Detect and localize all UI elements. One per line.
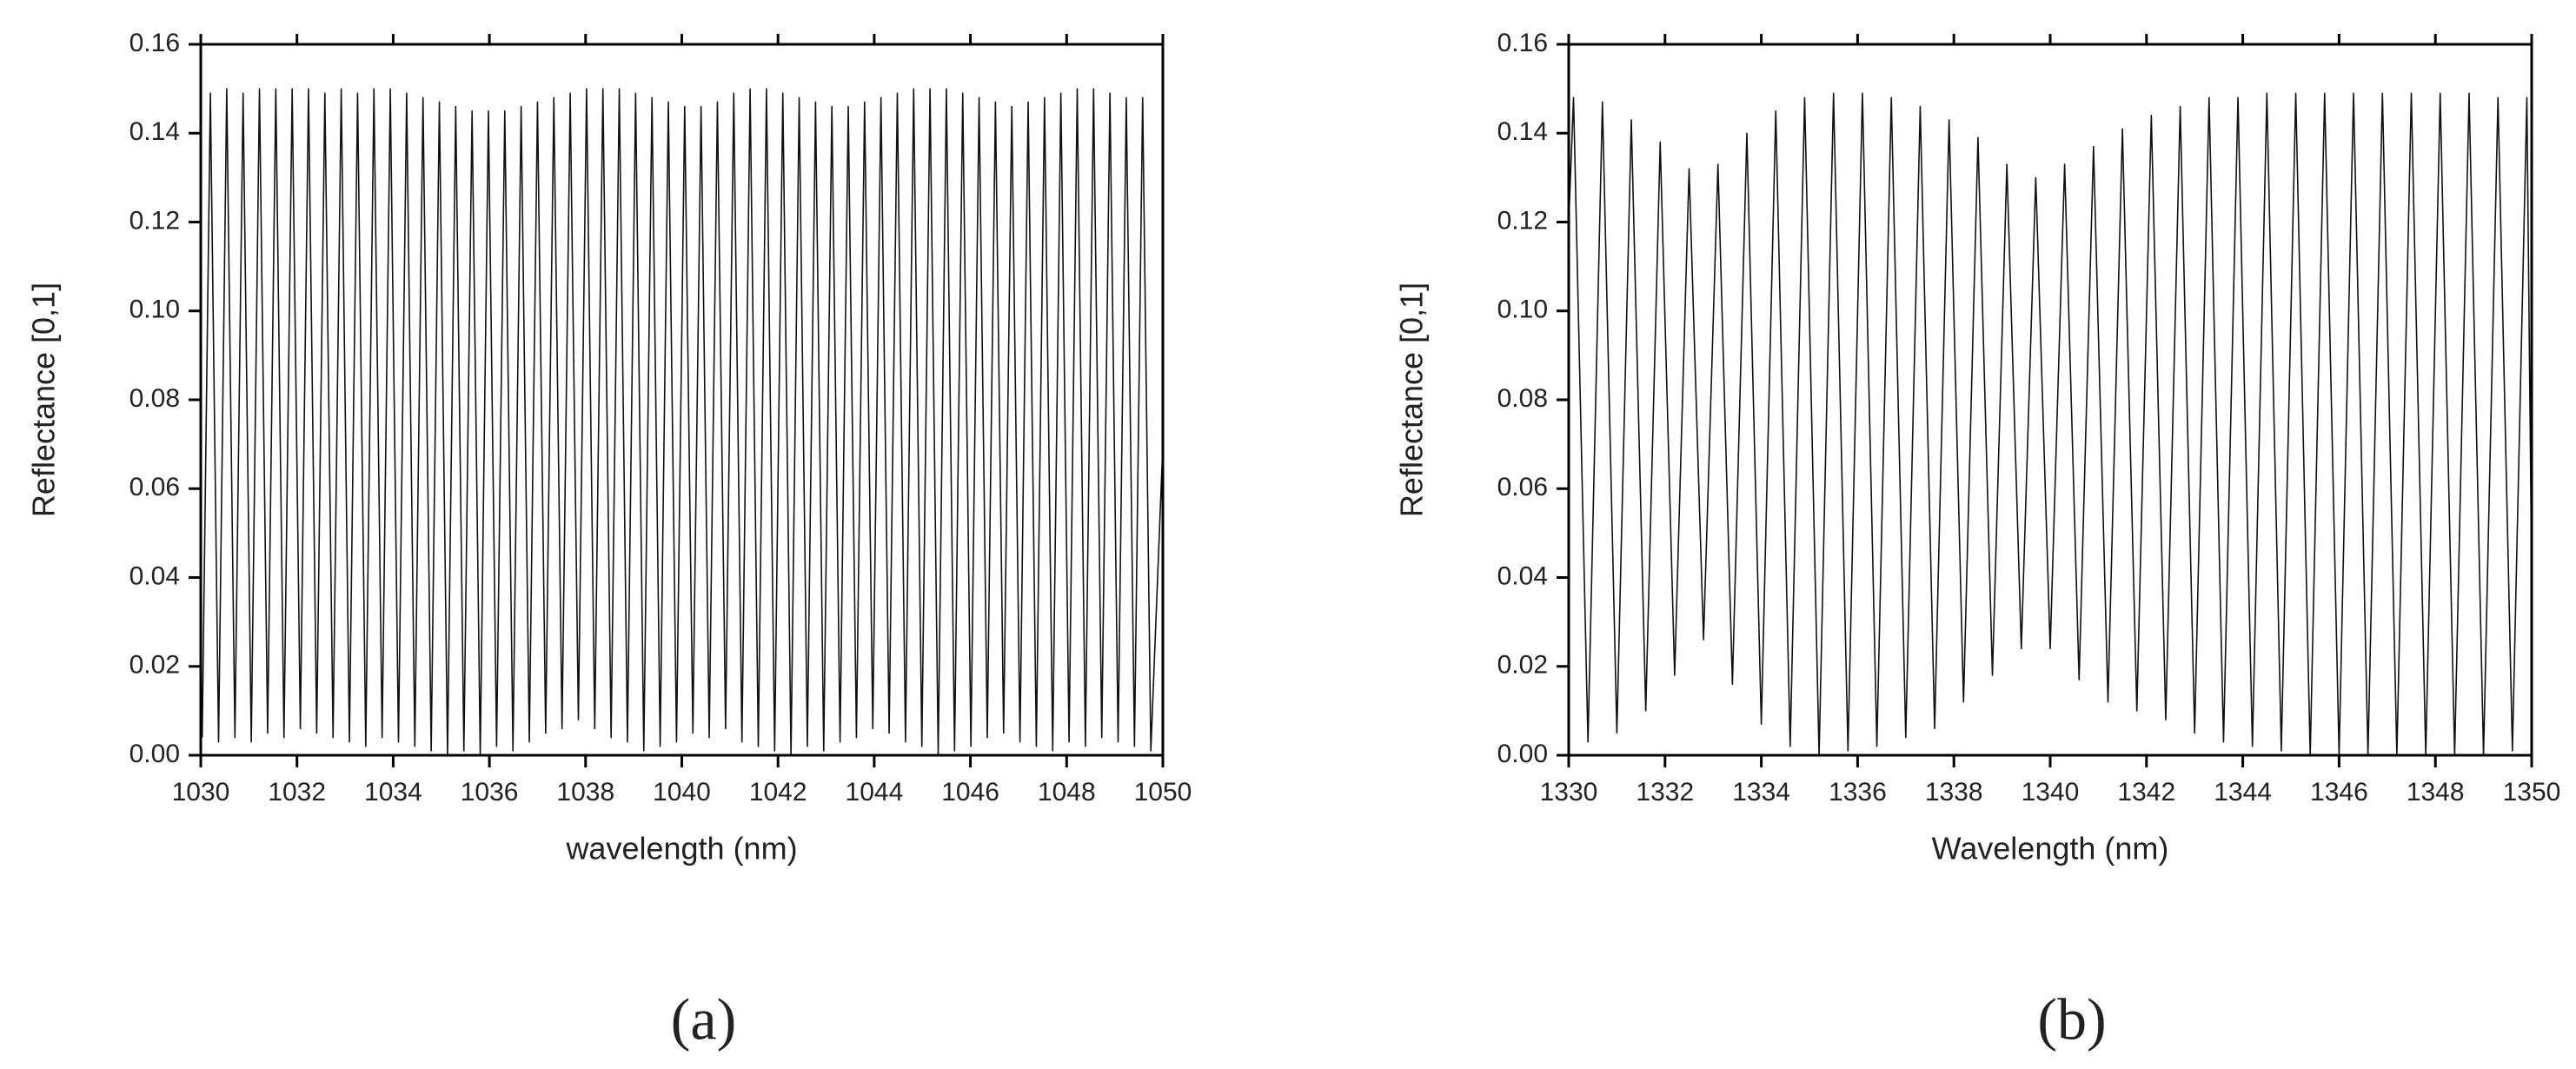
y-tick-label: 0.00 — [1497, 740, 1548, 768]
x-tick-label: 1050 — [1134, 778, 1192, 807]
x-tick-label: 1040 — [653, 778, 711, 807]
y-tick-label: 0.10 — [1497, 295, 1548, 324]
x-tick-label: 1350 — [2503, 778, 2561, 807]
x-tick-label: 1342 — [2117, 778, 2175, 807]
x-tick-label: 1044 — [846, 778, 904, 807]
x-tick-label: 1038 — [556, 778, 614, 807]
x-tick-label: 1340 — [2022, 778, 2080, 807]
y-tick-label: 0.16 — [1497, 29, 1548, 57]
x-tick-label: 1034 — [364, 778, 422, 807]
x-tick-label: 1336 — [1829, 778, 1887, 807]
y-tick-label: 0.12 — [1497, 206, 1548, 235]
y-tick-label: 0.12 — [129, 206, 180, 235]
x-tick-label: 1036 — [461, 778, 519, 807]
x-axis-title: wavelength (nm) — [565, 831, 797, 866]
y-tick-label: 0.04 — [129, 561, 180, 590]
y-tick-label: 0.08 — [1497, 384, 1548, 413]
panel-label: (b) — [2037, 986, 2106, 1052]
x-tick-label: 1032 — [268, 778, 326, 807]
x-tick-label: 1344 — [2214, 778, 2272, 807]
x-tick-label: 1348 — [2407, 778, 2465, 807]
y-tick-label: 0.02 — [129, 651, 180, 680]
y-tick-label: 0.10 — [129, 295, 180, 324]
data-line — [1568, 92, 2533, 756]
y-tick-label: 0.14 — [1497, 117, 1548, 146]
x-tick-label: 1346 — [2310, 778, 2368, 807]
y-tick-label: 0.02 — [1497, 651, 1548, 680]
data-line — [201, 88, 1164, 756]
x-tick-label: 1332 — [1636, 778, 1694, 807]
y-axis-title: Reflectance [0,1] — [1394, 282, 1430, 517]
x-tick-label: 1046 — [941, 778, 999, 807]
panel-label: (a) — [671, 986, 736, 1052]
y-axis-title: Reflectance [0,1] — [26, 282, 62, 517]
y-tick-label: 0.06 — [129, 473, 180, 501]
y-tick-label: 0.06 — [1497, 473, 1548, 501]
y-tick-label: 0.08 — [129, 384, 180, 413]
x-tick-label: 1030 — [172, 778, 230, 807]
x-tick-label: 1042 — [749, 778, 807, 807]
x-tick-label: 1330 — [1540, 778, 1598, 807]
x-tick-label: 1334 — [1732, 778, 1790, 807]
x-axis-title: Wavelength (nm) — [1932, 831, 2169, 866]
y-tick-label: 0.14 — [129, 117, 180, 146]
y-tick-label: 0.00 — [129, 740, 180, 768]
x-tick-label: 1338 — [1925, 778, 1983, 807]
y-tick-label: 0.04 — [1497, 561, 1548, 590]
x-tick-label: 1048 — [1038, 778, 1096, 807]
y-tick-label: 0.16 — [129, 29, 180, 57]
